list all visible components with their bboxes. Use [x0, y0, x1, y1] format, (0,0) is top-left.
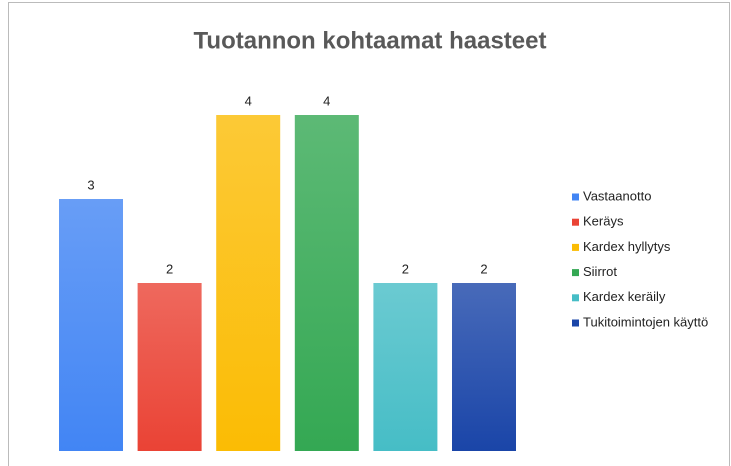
value-label: 4 — [245, 93, 252, 108]
chart-frame — [8, 2, 730, 466]
legend-label: Keräys — [583, 214, 624, 229]
value-label: 4 — [323, 93, 330, 108]
bar — [216, 115, 281, 451]
legend-swatch — [572, 243, 579, 251]
bar — [59, 199, 123, 451]
value-label: 3 — [87, 177, 94, 192]
value-label: 2 — [166, 261, 173, 276]
legend-label: Vastaanotto — [583, 188, 651, 203]
legend-label: Kardex keräily — [583, 289, 666, 304]
bar — [373, 283, 438, 451]
legend-label: Kardex hyllytys — [583, 239, 671, 254]
value-label: 2 — [480, 261, 487, 276]
bar — [294, 115, 359, 451]
bar — [137, 283, 202, 451]
chart-title: Tuotannon kohtaamat haasteet — [194, 27, 547, 54]
legend-label: Siirrot — [583, 264, 617, 279]
value-label: 2 — [402, 261, 409, 276]
legend-swatch — [572, 218, 579, 226]
legend-swatch — [572, 269, 579, 277]
legend-swatch — [572, 319, 579, 327]
bar — [452, 283, 516, 451]
legend-swatch — [572, 193, 579, 201]
legend-swatch — [572, 294, 579, 302]
legend-label: Tukitoimintojen käyttö — [583, 314, 708, 329]
